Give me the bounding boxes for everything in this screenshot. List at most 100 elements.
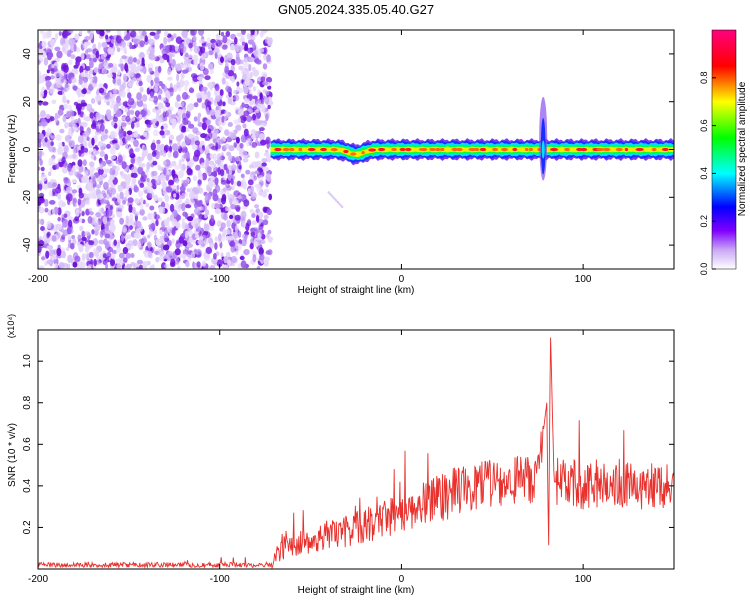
heatmap-noise-speckle [139,225,144,232]
heatmap-noise-speckle [235,124,242,132]
heatmap-noise-speckle [228,145,235,152]
heatmap-noise-speckle [43,89,48,96]
heatmap-noise-speckle [168,117,173,125]
heatmap-noise-speckle [84,170,88,177]
heatmap-noise-speckle [205,158,210,167]
heatmap-noise-speckle [74,33,80,41]
heatmap-noise-speckle [167,151,172,158]
heatmap-noise-speckle [38,218,42,225]
heatmap-noise-speckle [193,102,199,108]
heatmap-noise-speckle [100,124,105,132]
heatmap-noise-speckle [44,207,49,213]
heatmap-noise-speckle [233,181,237,187]
heatmap-noise-speckle [94,224,101,232]
y-tick-label: 1.0 [22,354,33,368]
heatmap-noise-speckle [159,229,163,235]
heatmap-peak-spot [405,147,412,152]
heatmap-noise-speckle [117,69,121,76]
heatmap-noise-speckle [258,247,264,256]
heatmap-noise-speckle [197,114,201,124]
heatmap-noise-speckle [155,108,162,115]
heatmap-noise-speckle [223,163,228,171]
heatmap-noise-speckle [50,135,56,140]
heatmap-noise-speckle [216,153,222,162]
heatmap-noise-speckle [163,192,168,201]
heatmap-noise-speckle [214,201,220,210]
heatmap-noise-speckle [190,219,197,227]
heatmap-noise-speckle [62,95,67,104]
heatmap-noise-speckle [174,177,179,183]
heatmap-noise-speckle [207,124,214,132]
snr-y-axis-label: SNR (10 * v/v) [7,423,18,487]
heatmap-noise-speckle [241,151,248,160]
heatmap-noise-speckle [157,65,162,73]
heatmap-noise-speckle [48,145,52,152]
heatmap-noise-speckle [90,169,94,176]
heatmap-noise-speckle [82,113,86,121]
heatmap-noise-speckle [42,142,47,147]
heatmap-noise-speckle [72,218,80,224]
heatmap-noise-speckle [71,235,75,240]
heatmap-noise-speckle [181,101,185,107]
heatmap-noise-speckle [185,198,190,203]
heatmap-noise-speckle [146,241,152,248]
heatmap-noise-speckle [221,44,228,50]
heatmap-noise-speckle [185,261,190,268]
heatmap-noise-speckle [165,44,172,54]
heatmap-noise-speckle [66,263,71,269]
heatmap-noise-speckle [83,147,89,153]
heatmap-noise-speckle [208,179,214,189]
heatmap-noise-speckle [174,164,181,170]
heatmap-noise-speckle [162,150,167,158]
heatmap-burst-core [541,140,545,159]
heatmap-noise-speckle [242,73,247,82]
heatmap-noise-speckle [139,208,145,216]
heatmap-noise-speckle [89,166,96,172]
heatmap-noise-speckle [171,160,177,167]
heatmap-peak-spot [274,147,282,152]
heatmap-noise-speckle [56,50,63,59]
heatmap-noise-speckle [46,48,52,54]
heatmap-noise-speckle [233,142,237,148]
heatmap-noise-speckle [72,261,78,268]
heatmap-noise-speckle [88,69,94,75]
heatmap-noise-speckle [53,65,58,72]
heatmap-noise-speckle [77,198,82,206]
heatmap-peak-spot [479,147,487,152]
heatmap-noise-speckle [224,65,230,75]
heatmap-noise-speckle [38,245,42,253]
heatmap-noise-speckle [55,186,62,194]
heatmap-noise-speckle [74,255,81,263]
heatmap-noise-speckle [152,108,157,113]
heatmap-noise-speckle [104,128,109,134]
heatmap-noise-speckle [46,85,50,91]
heatmap-noise-speckle [93,67,99,73]
heatmap-noise-speckle [179,77,184,85]
heatmap-noise-speckle [180,45,187,54]
heatmap-noise-speckle [39,90,44,99]
y-tick-label: 0.6 [22,437,33,451]
heatmap-noise-speckle [153,194,158,202]
heatmap-noise-speckle [196,76,203,81]
heatmap-noise-speckle [71,179,78,184]
heatmap-noise-speckle [181,125,186,132]
heatmap-noise-speckle [122,130,127,137]
heatmap-noise-speckle [251,66,256,72]
heatmap-noise-speckle [204,223,210,232]
heatmap-noise-speckle [194,189,200,195]
heatmap-noise-speckle [106,209,113,217]
y-tick-label: 0.4 [22,478,33,492]
heatmap-noise-speckle [66,247,69,252]
heatmap-noise-speckle [178,159,182,168]
heatmap-peak-spot [289,147,295,152]
heatmap-noise-speckle [98,239,105,245]
heatmap-noise-speckle [139,40,145,48]
heatmap-noise-speckle [249,71,253,79]
heatmap-noise-speckle [227,122,233,127]
heatmap-noise-speckle [247,188,251,195]
heatmap-noise-speckle [119,191,124,199]
heatmap-noise-speckle [99,150,106,157]
heatmap-noise-speckle [48,189,53,197]
heatmap-noise-speckle [48,171,52,176]
heatmap-noise-speckle [132,206,136,215]
